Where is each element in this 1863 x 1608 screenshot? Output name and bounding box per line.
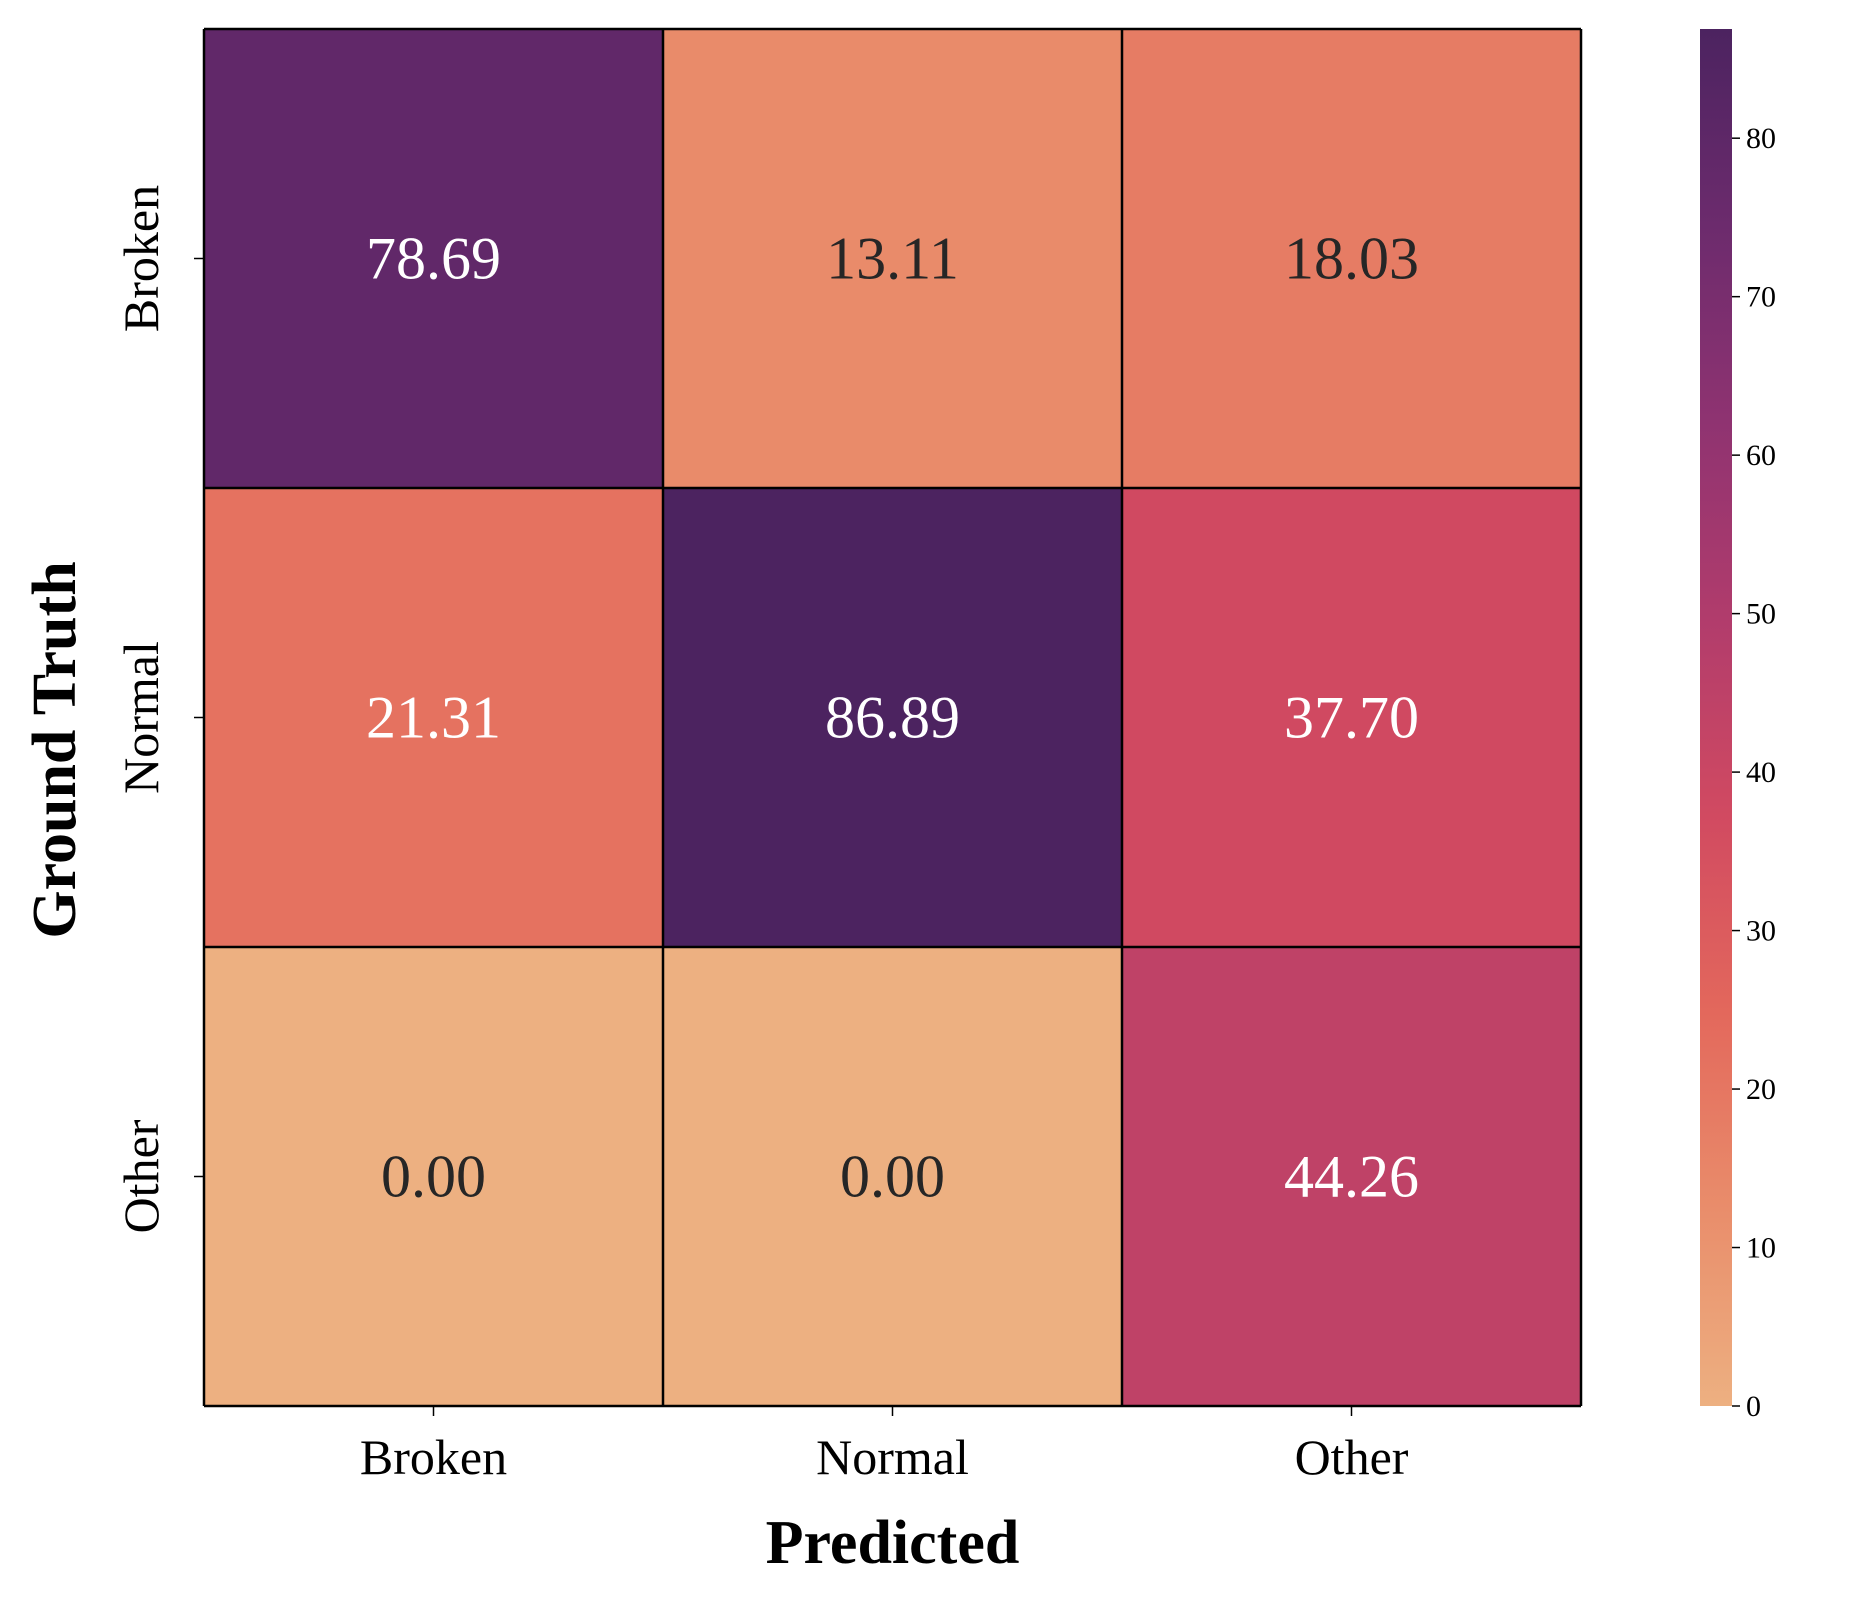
colorbar-tick-label: 70 (1746, 281, 1776, 314)
x-axis-title: Predicted (766, 1509, 1020, 1577)
colorbar-tick-label: 30 (1746, 915, 1776, 948)
heatmap-cell (663, 29, 1122, 488)
cell-value-label: 18.03 (1284, 226, 1419, 292)
colorbar-scale (1700, 29, 1732, 1406)
colorbar: 0 10 20 30 40 50 60 70 80 (1700, 29, 1776, 1423)
heatmap-cell (663, 947, 1122, 1406)
colorbar-tick-label: 60 (1746, 439, 1776, 472)
y-axis-title: Ground Truth (21, 561, 89, 938)
colorbar-tick-label: 80 (1746, 122, 1776, 155)
heatmap-cell (204, 947, 663, 1406)
heatmap-cell (1122, 488, 1581, 947)
heatmap-cell (663, 488, 1122, 947)
heatmap-cell (204, 29, 663, 488)
cell-value-label: 0.00 (381, 1144, 486, 1210)
colorbar-tick-label: 20 (1746, 1073, 1776, 1106)
heatmap-cells: 78.69 13.11 18.03 21.31 86.89 37.70 0.00 0.00 44… (204, 29, 1581, 1406)
y-tick-label: Normal (113, 641, 169, 794)
heatmap-cell (1122, 29, 1581, 488)
cell-value-label: 44.26 (1284, 1144, 1419, 1210)
x-tick-label: Broken (360, 1429, 507, 1485)
colorbar-tick-label: 40 (1746, 756, 1776, 789)
cell-value-label: 0.00 (840, 1144, 945, 1210)
cell-value-label: 37.70 (1284, 685, 1419, 751)
heatmap-cell (204, 488, 663, 947)
y-tick-label: Other (113, 1119, 169, 1233)
x-tick-label: Normal (816, 1429, 969, 1485)
x-tick-label: Other (1295, 1429, 1409, 1485)
x-axis: Broken Normal Other (360, 1406, 1409, 1485)
cell-value-label: 78.69 (366, 226, 501, 292)
cell-value-label: 21.31 (366, 685, 501, 751)
colorbar-tick-label: 10 (1746, 1232, 1776, 1265)
y-tick-label: Broken (113, 185, 169, 332)
heatmap-cell (1122, 947, 1581, 1406)
y-axis: Broken Normal Other (113, 185, 204, 1233)
colorbar-tick-label: 0 (1746, 1390, 1761, 1423)
cell-value-label: 13.11 (826, 226, 959, 292)
colorbar-tick-label: 50 (1746, 598, 1776, 631)
cell-value-label: 86.89 (825, 685, 960, 751)
